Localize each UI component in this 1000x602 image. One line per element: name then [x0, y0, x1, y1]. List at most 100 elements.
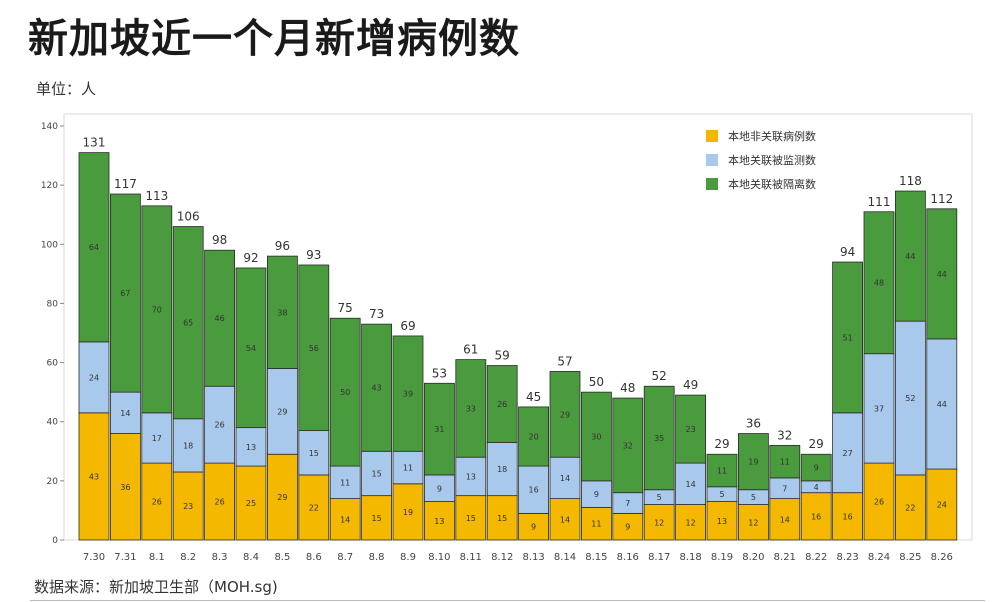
bar-group-8.7: 14 11 50 75 [329, 301, 361, 541]
bar-group-8.2: 23 18 65 106 [172, 210, 204, 541]
segment-value-label: 13 [434, 517, 444, 526]
segment-value-label: 26 [874, 498, 884, 507]
total-value-label: 69 [400, 319, 415, 333]
bar-segment [769, 498, 801, 541]
x-tick-label: 8.16 [617, 552, 639, 563]
total-value-label: 94 [840, 245, 855, 259]
bar-segment [832, 412, 863, 494]
bar-segment [361, 323, 393, 452]
x-tick-label: 8.23 [836, 552, 858, 563]
bar-segment [235, 427, 267, 467]
total-value-label: 57 [557, 354, 572, 368]
x-tick-label: 8.7 [337, 552, 353, 563]
bar-segment [549, 456, 581, 500]
bar-group-8.8: 15 15 43 73 [361, 307, 393, 541]
bar-segment [612, 512, 644, 541]
x-tick-label: 8.10 [428, 552, 450, 563]
segment-value-label: 16 [811, 512, 821, 521]
segment-value-label: 9 [594, 490, 599, 499]
segment-value-label: 51 [843, 333, 853, 342]
segment-value-label: 19 [748, 458, 758, 467]
source-note: 数据来源：新加坡卫生部（MOH.sg) [34, 578, 278, 596]
bar-segment [738, 433, 769, 491]
bar-group-8.18: 12 14 23 49 [675, 378, 706, 541]
x-tick-label: 8.11 [460, 552, 482, 563]
bar-segment [675, 462, 706, 505]
legend-label: 本地关联被监测数 [728, 153, 816, 167]
x-tick-label: 7.31 [114, 552, 136, 563]
bar-segment [110, 391, 141, 434]
segment-value-label: 36 [120, 483, 130, 492]
y-tick-label: 140 [41, 122, 58, 132]
bar-segment [361, 450, 393, 497]
segment-value-label: 9 [531, 523, 536, 532]
bar-group-8.9: 19 11 39 69 [392, 319, 424, 541]
bar-group-8.6: 22 15 56 93 [298, 248, 330, 541]
bar-segment [266, 255, 298, 369]
segment-value-label: 50 [340, 388, 350, 397]
segment-value-label: 56 [309, 344, 319, 353]
bar-segment [518, 465, 549, 514]
total-value-label: 98 [212, 233, 227, 247]
legend-swatch [706, 154, 718, 166]
x-tick-label: 8.15 [585, 552, 607, 563]
segment-value-label: 67 [120, 289, 130, 298]
bar-group-7.30: 43 24 64 131 [78, 136, 110, 541]
bar-segment [266, 453, 298, 541]
bar-segment [926, 338, 958, 470]
segment-value-label: 11 [340, 478, 350, 487]
bar-segment [926, 468, 958, 541]
total-value-label: 45 [526, 390, 541, 404]
segment-value-label: 19 [403, 508, 413, 517]
segment-value-label: 16 [529, 486, 539, 495]
segment-value-label: 12 [686, 518, 696, 527]
bar-group-8.10: 13 9 31 53 [423, 366, 455, 541]
legend-swatch [706, 130, 718, 142]
segment-value-label: 25 [246, 499, 256, 508]
segment-value-label: 5 [751, 493, 756, 502]
bar-segment [172, 418, 204, 473]
bar-segment [172, 226, 204, 420]
bar-segment [706, 453, 738, 488]
segment-value-label: 11 [717, 467, 727, 476]
bar-segment [895, 190, 926, 322]
bar-segment [863, 211, 895, 355]
bar-segment [78, 152, 110, 343]
segment-value-label: 7 [782, 484, 787, 493]
total-value-label: 111 [868, 195, 891, 209]
bar-segment [329, 465, 361, 500]
bar-segment [486, 442, 518, 497]
total-value-label: 113 [145, 189, 168, 203]
bar-segment [455, 359, 487, 458]
bar-segment [549, 498, 581, 541]
segment-value-label: 32 [623, 441, 633, 450]
segment-value-label: 7 [625, 499, 630, 508]
bar-segment [863, 353, 895, 464]
segment-value-label: 20 [529, 433, 539, 442]
total-value-label: 117 [114, 177, 137, 191]
bar-segment [141, 205, 173, 414]
segment-value-label: 23 [183, 502, 193, 511]
segment-value-label: 14 [560, 515, 570, 524]
bar-segment [832, 261, 863, 414]
bar-group-8.16: 9 7 32 48 [612, 381, 644, 541]
bar-segment [581, 391, 612, 482]
segment-value-label: 22 [309, 503, 319, 512]
segment-value-label: 9 [437, 484, 442, 493]
bar-group-8.22: 16 4 9 29 [800, 437, 832, 541]
bar-segment [549, 371, 581, 458]
segment-value-label: 24 [937, 501, 947, 510]
bar-segment [895, 474, 926, 541]
bar-segment [204, 249, 236, 387]
x-tick-label: 8.1 [149, 552, 165, 563]
segment-value-label: 17 [152, 434, 162, 443]
segment-value-label: 18 [497, 465, 507, 474]
bar-segment [895, 320, 926, 476]
x-tick-label: 8.25 [899, 552, 921, 563]
total-value-label: 52 [652, 369, 667, 383]
bar-segment [204, 462, 236, 541]
bar-segment [800, 453, 832, 482]
bar-segment [832, 492, 863, 541]
segment-value-label: 27 [843, 449, 853, 458]
x-tick-label: 8.8 [369, 552, 385, 563]
